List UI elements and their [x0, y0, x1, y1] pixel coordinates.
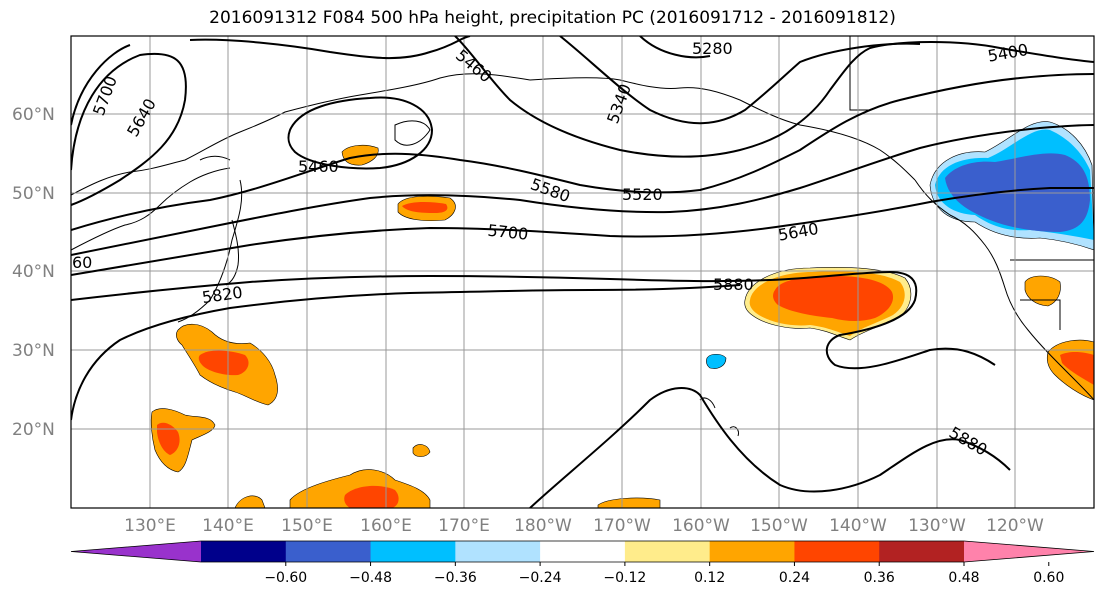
lon-label: 170°W — [593, 516, 651, 536]
lat-label: 30°N — [12, 341, 55, 361]
colorbar-segment — [794, 541, 880, 562]
contour-label: 5880 — [713, 275, 754, 294]
colorbar-tick-label: −0.24 — [519, 570, 562, 586]
lon-label: 150°W — [750, 516, 808, 536]
colorbar-segment — [624, 541, 711, 562]
map-plot-area: 5700 5640 5460 5460 5340 5280 5400 5580 … — [71, 36, 1094, 508]
contour-label: 60 — [72, 253, 92, 272]
colorbar-segment — [709, 541, 795, 562]
lat-label: 60°N — [12, 105, 55, 125]
map-title: 2016091312 F084 500 hPa height, precipit… — [209, 8, 896, 28]
colorbar-tick-label: −0.36 — [434, 570, 477, 586]
coastlines — [71, 36, 1094, 437]
colorbar-tick-label: −0.12 — [603, 570, 646, 586]
lon-label: 140°E — [202, 516, 254, 536]
lon-label: 150°E — [281, 516, 333, 536]
colorbar-tick-label: 0.36 — [864, 570, 895, 586]
colorbar-segment — [879, 541, 965, 562]
lon-label: 140°W — [829, 516, 887, 536]
precipitation-shading — [150, 121, 1094, 508]
lon-label: 180°W — [514, 516, 572, 536]
colorbar-segment — [455, 541, 541, 562]
lat-label: 20°N — [12, 420, 55, 440]
lon-label: 120°W — [986, 516, 1044, 536]
lat-label: 40°N — [12, 262, 55, 282]
colorbar-extend-min — [71, 541, 201, 562]
height-contours — [71, 36, 1094, 508]
contour-label: 5460 — [298, 157, 339, 176]
map-frame — [70, 35, 1095, 509]
contour-label: 5520 — [622, 185, 663, 204]
lon-label: 170°E — [438, 516, 490, 536]
colorbar-outline — [70, 540, 1095, 563]
colorbar-tick-label: −0.48 — [349, 570, 392, 586]
colorbar-tick-label: 0.48 — [948, 570, 979, 586]
lon-label: 160°E — [360, 516, 412, 536]
colorbar-segment — [370, 541, 456, 562]
lat-label: 50°N — [12, 184, 55, 204]
colorbar-tick-label: 0.24 — [779, 570, 810, 586]
graticule — [71, 36, 1094, 508]
colorbar-segment — [540, 541, 626, 562]
longitude-labels: 130°E 140°E 150°E 160°E 170°E 180°W 170°… — [124, 516, 1044, 536]
contour-label: 5280 — [692, 39, 733, 58]
lon-label: 160°W — [672, 516, 730, 536]
lon-label: 130°E — [124, 516, 176, 536]
colorbar-tick-label: 0.12 — [694, 570, 725, 586]
colorbar: −0.60 −0.48 −0.36 −0.24 −0.12 0.12 0.24 0.36 0.4… — [70, 540, 1095, 586]
latitude-labels: 60°N 50°N 40°N 30°N 20°N — [12, 105, 55, 440]
colorbar-segment — [285, 541, 372, 562]
colorbar-tick-label: −0.60 — [264, 570, 307, 586]
contour-label: 5700 — [487, 221, 529, 244]
colorbar-tick-label: 0.60 — [1033, 570, 1064, 586]
colorbar-extend-max — [964, 541, 1094, 562]
lon-label: 130°W — [908, 516, 966, 536]
colorbar-segment — [201, 541, 287, 562]
